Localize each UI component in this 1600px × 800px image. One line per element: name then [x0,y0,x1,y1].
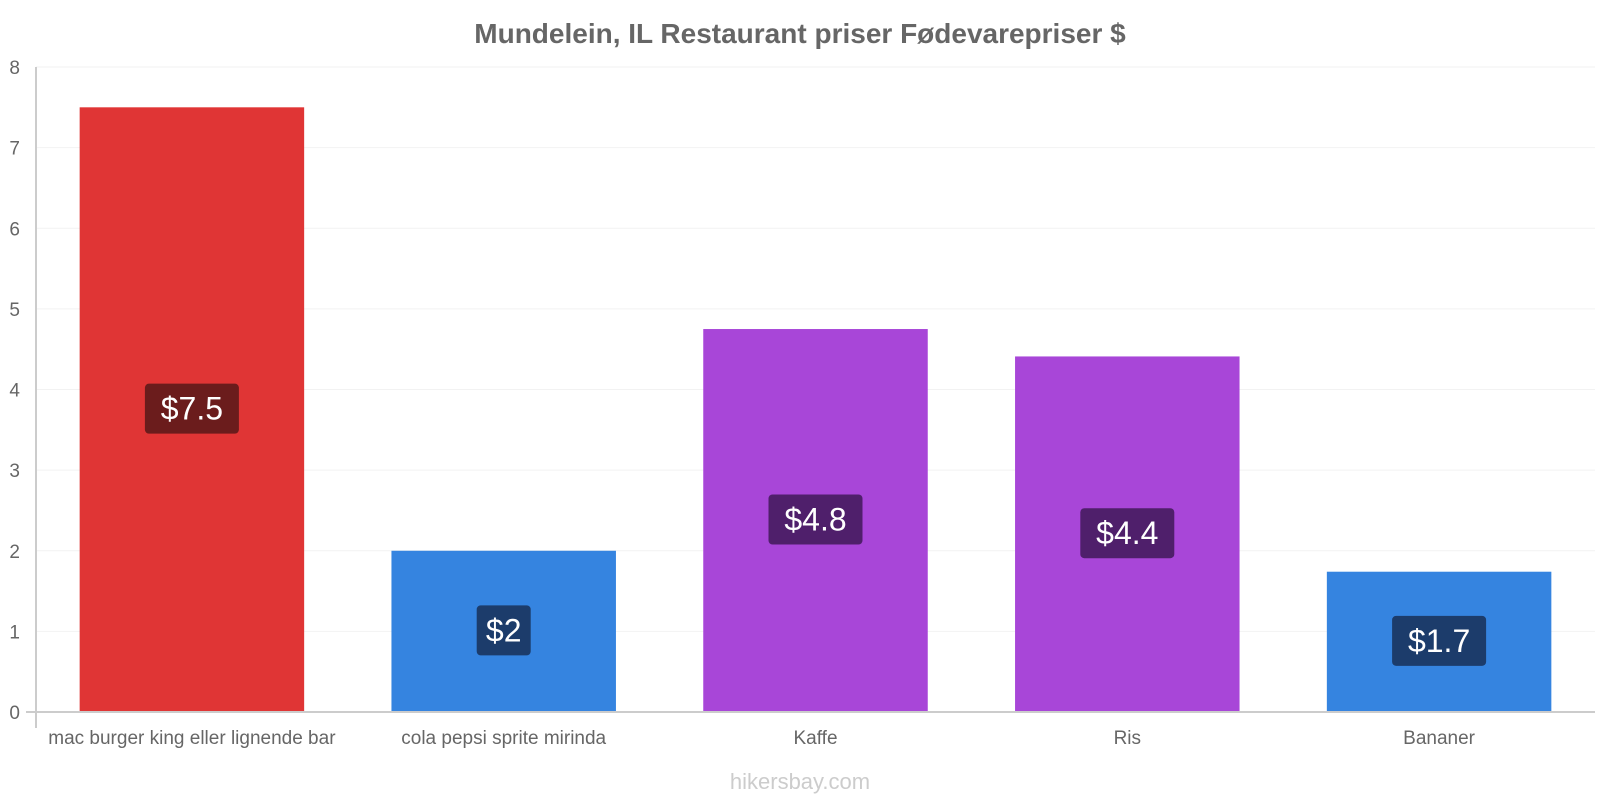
value-label: $7.5 [161,391,223,427]
value-label-background [144,383,239,434]
axes: 0 1 2 3 4 5 6 7 8 mac burger king eller lignende … [9,58,1595,749]
x-tick-label: Kaffe [793,728,837,749]
y-tick-label: 2 [9,542,20,563]
y-tick-label: 4 [9,381,20,402]
value-label: $4.8 [784,502,846,538]
value-label-background [768,494,863,545]
y-tick-label: 6 [9,219,20,240]
value-label: $2 [486,612,522,648]
y-tick-label: 8 [9,58,20,79]
y-tick-label: 1 [9,622,20,643]
y-tick-label: 3 [9,461,20,482]
x-tick-label: Ris [1114,728,1141,749]
chart-title: Mundelein, IL Restaurant priser Fødevare… [474,18,1126,49]
value-label: $1.7 [1408,623,1470,659]
x-tick-label: cola pepsi sprite mirinda [401,728,606,749]
value-label-background [1392,615,1487,666]
value-label: $4.4 [1096,515,1158,551]
value-labels: $7.5 $2 $4.8 $4.4 $1.7 [144,383,1487,666]
value-label-background [476,605,531,656]
y-tick-label: 0 [9,703,20,724]
y-tick-label: 7 [9,139,20,160]
x-tick-label: Bananer [1403,728,1476,749]
x-tick-label: mac burger king eller lignende bar [48,728,336,749]
watermark: hikersbay.com [730,769,870,794]
value-label-background [1080,508,1175,559]
bars [79,107,1552,712]
y-tick-label: 5 [9,300,20,321]
